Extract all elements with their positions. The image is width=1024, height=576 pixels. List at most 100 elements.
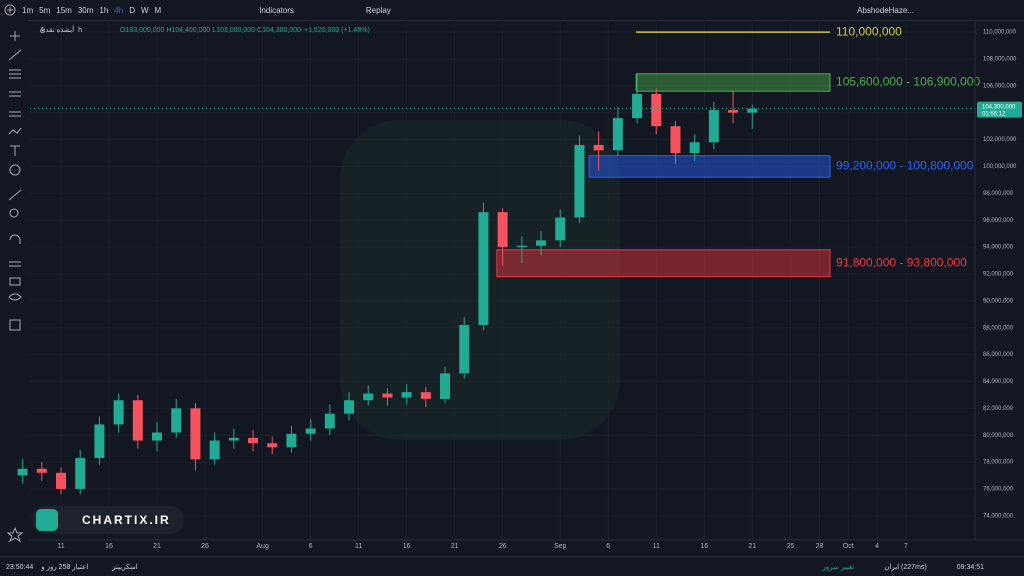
drawing-tools[interactable] [6, 31, 24, 543]
candle-body [56, 472, 67, 489]
candle-body [344, 400, 355, 414]
candle-body [516, 245, 527, 248]
zone-label: 91,800,000 - 93,800,000 [836, 255, 967, 269]
status-time: 23:50:44 [6, 563, 34, 571]
candle-body [132, 400, 143, 441]
candle-body [612, 118, 623, 151]
status-clock: 09:34:51 [956, 563, 984, 571]
candle-body [305, 428, 316, 434]
candle-body [574, 144, 585, 218]
candle-body [190, 408, 201, 460]
watermark-pill [32, 506, 184, 534]
indicators-button[interactable]: Indicators [259, 5, 294, 15]
y-tick-label: 82,000,000 [983, 406, 1014, 412]
add-icon[interactable] [0, 0, 22, 20]
timeframe[interactable]: 5m [39, 5, 51, 15]
y-tick-label: 76,000,000 [983, 487, 1014, 493]
account-name[interactable]: AbshodeHaze... [857, 5, 914, 15]
status-validity: اعتبار 258 روز و [41, 564, 89, 571]
timeframe[interactable]: 30m [77, 5, 94, 15]
timeframe[interactable]: 1m [22, 5, 34, 15]
status-bar: 23:50:44 اعتبار 258 روز و اسکریپتر تغییر… [0, 556, 1024, 576]
candle-body [228, 437, 239, 441]
y-tick-label: 84,000,000 [983, 379, 1014, 385]
x-tick-label: 16 [105, 543, 113, 550]
replay-button[interactable]: Replay [365, 5, 391, 15]
timeframes: 1m 5m 15m 30m 1h 4h D W M [22, 6, 167, 15]
candle-body [286, 433, 297, 448]
candle-body [94, 424, 105, 459]
candle-body [497, 212, 508, 248]
x-tick-label: 6 [309, 543, 313, 550]
change: +1,520,000 (+1.48%) [304, 27, 370, 34]
candle-body [555, 217, 566, 241]
timeframe[interactable]: 1h [99, 5, 109, 15]
candle-body [689, 142, 700, 154]
left-toolbar [0, 20, 28, 556]
candle-body [248, 437, 259, 444]
countdown: 01:55:12 [982, 111, 1006, 117]
x-tick-label: 21 [748, 543, 756, 550]
timeframe[interactable]: W [140, 5, 149, 15]
x-tick-label: 28 [816, 543, 824, 550]
timeframe[interactable]: 4h [114, 5, 124, 15]
zone [635, 73, 831, 92]
candle-body [593, 144, 604, 151]
zone-label: 105,600,000 - 106,900,000 [836, 75, 980, 89]
candle-body [459, 325, 470, 374]
x-tick-label: 7 [904, 543, 908, 550]
candle-body [36, 468, 47, 473]
status-scripter[interactable]: اسکریپتر [112, 564, 138, 571]
zones: 105,600,000 - 106,900,000 99,200,000 - 10… [496, 24, 980, 278]
candle-body [17, 468, 28, 476]
x-tick-label: 6 [606, 543, 610, 550]
candle-body [747, 108, 758, 113]
candle-body [209, 440, 220, 460]
candle-body [536, 240, 547, 246]
axes: 74,000,000 76,000,000 78,000,000 80,000,000… [57, 30, 1022, 550]
candle-body [708, 110, 719, 143]
x-tick-label: 11 [653, 543, 660, 550]
status-server[interactable]: تغییر سرور [822, 564, 855, 571]
timeframe[interactable]: 15m [56, 5, 72, 15]
x-tick-label: 25 [787, 543, 795, 550]
legend-symbol: آبشده نقدی4h [40, 24, 82, 34]
zone [588, 155, 831, 178]
y-tick-label: 78,000,000 [983, 460, 1014, 466]
watermark-icon [36, 509, 58, 531]
last-price-label: 104,300,000 [982, 104, 1016, 110]
y-tick-label: 90,000,000 [983, 298, 1014, 304]
x-tick-label: 21 [451, 543, 459, 550]
legend-ohlc: O103,000,000 H104,400,000 L103,000,000 C… [120, 27, 370, 34]
y-tick-label: 88,000,000 [983, 325, 1014, 331]
y-tick-label: 96,000,000 [983, 218, 1014, 224]
x-tick-label: 4 [875, 543, 879, 550]
x-tick-label: 26 [201, 543, 209, 550]
y-tick-label: 106,000,000 [983, 83, 1017, 89]
y-tick-label: 102,000,000 [983, 137, 1017, 143]
timeframe[interactable]: D [129, 5, 135, 15]
candle-body [420, 392, 431, 399]
zone [496, 249, 831, 278]
x-tick-label: Sep [554, 543, 567, 550]
candles [17, 73, 975, 495]
y-tick-label: 74,000,000 [983, 513, 1014, 519]
candle-body [478, 212, 489, 326]
timeframe[interactable]: M [154, 5, 162, 15]
x-tick-label: 16 [403, 543, 411, 550]
candle-body [401, 392, 412, 398]
y-tick-label: 80,000,000 [983, 433, 1014, 439]
candle-body [113, 400, 124, 425]
x-tick-label: 11 [355, 543, 362, 550]
status-ping: ایران (227ms) [884, 564, 927, 571]
candle-body [363, 393, 374, 401]
y-tick-label: 110,000,000 [983, 30, 1017, 36]
level-label: 110,000,000 [836, 24, 902, 38]
candle-body [651, 93, 662, 127]
x-tick-label: 21 [153, 543, 161, 550]
ohlc: O103,000,000 H104,400,000 L103,000,000 C… [120, 27, 301, 34]
x-tick-label: Aug [256, 543, 269, 550]
candle-body [75, 458, 86, 489]
candle-body [670, 126, 681, 154]
